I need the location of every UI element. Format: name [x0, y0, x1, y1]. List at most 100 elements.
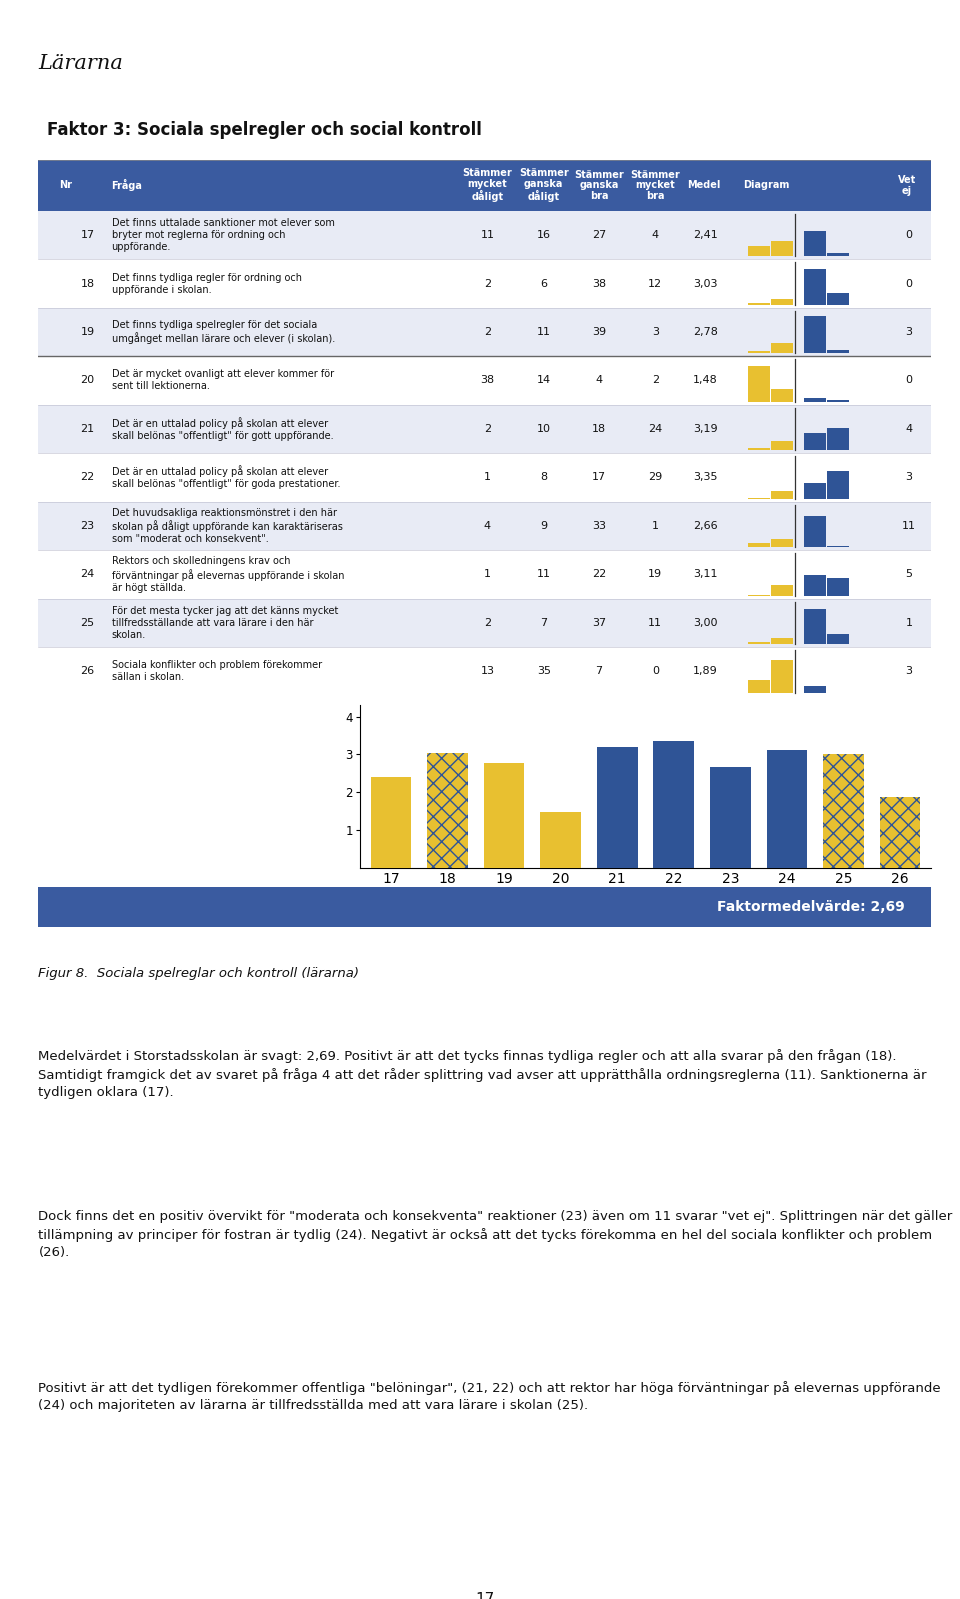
Bar — [710, 768, 751, 868]
Bar — [748, 544, 770, 547]
Text: Sociala konflikter och problem förekommer
sällan i skolan.: Sociala konflikter och problem förekomme… — [111, 660, 322, 683]
Bar — [748, 448, 770, 451]
Text: 2: 2 — [484, 278, 492, 288]
Text: Det är mycket ovanligt att elever kommer för
sent till lektionerna.: Det är mycket ovanligt att elever kommer… — [111, 369, 334, 392]
Text: Det huvudsakliga reaktionsmönstret i den här
skolan på dåligt uppförande kan kar: Det huvudsakliga reaktionsmönstret i den… — [111, 508, 343, 544]
Text: 2: 2 — [484, 326, 492, 337]
Text: 19: 19 — [81, 326, 95, 337]
Text: 11: 11 — [648, 617, 662, 628]
Text: 2: 2 — [484, 424, 492, 433]
Bar — [771, 659, 793, 692]
Text: 3,11: 3,11 — [693, 569, 717, 579]
Bar — [804, 230, 826, 256]
Text: Det är en uttalad policy på skolan att elever
skall belönas "offentligt" för got: Det är en uttalad policy på skolan att e… — [111, 417, 333, 441]
Bar — [748, 643, 770, 644]
Text: 3: 3 — [905, 472, 912, 483]
Text: Faktormedelvärde: 2,69: Faktormedelvärde: 2,69 — [717, 900, 904, 915]
Text: 4: 4 — [652, 230, 659, 240]
Bar — [827, 294, 849, 305]
Text: Det finns tydliga regler för ordning och
uppförande i skolan.: Det finns tydliga regler för ordning och… — [111, 272, 301, 294]
Bar — [748, 302, 770, 305]
Bar — [804, 686, 826, 692]
Text: 4: 4 — [905, 424, 912, 433]
Bar — [371, 777, 411, 868]
Text: 1: 1 — [484, 569, 491, 579]
Bar — [823, 755, 864, 868]
Bar — [827, 350, 849, 353]
Bar — [38, 405, 931, 453]
Text: Lärarna: Lärarna — [38, 54, 123, 74]
Text: 3,35: 3,35 — [693, 472, 717, 483]
Text: Det är en uttalad policy på skolan att elever
skall belönas "offentligt" för god: Det är en uttalad policy på skolan att e… — [111, 465, 340, 489]
Bar — [597, 747, 637, 868]
Bar — [804, 433, 826, 451]
Text: Dock finns det en positiv övervikt för "moderata och konsekventa" reaktioner (23: Dock finns det en positiv övervikt för "… — [38, 1210, 952, 1258]
Text: 16: 16 — [537, 230, 551, 240]
Text: 38: 38 — [480, 376, 494, 385]
Text: 14: 14 — [537, 376, 551, 385]
Bar — [38, 502, 931, 550]
Bar — [827, 472, 849, 499]
Bar — [771, 539, 793, 547]
Text: 11: 11 — [537, 326, 551, 337]
Bar — [804, 576, 826, 596]
Text: 3,19: 3,19 — [693, 424, 718, 433]
Text: 37: 37 — [592, 617, 606, 628]
Bar — [823, 755, 864, 868]
Text: 1,89: 1,89 — [693, 667, 718, 676]
Text: 11: 11 — [901, 521, 916, 531]
Text: 3,00: 3,00 — [693, 617, 717, 628]
Bar — [484, 763, 524, 868]
Bar — [748, 680, 770, 692]
Text: 1: 1 — [652, 521, 659, 531]
Text: 3: 3 — [652, 326, 659, 337]
Text: Vet
ej: Vet ej — [898, 174, 916, 195]
Text: Rektors och skolledningens krav och
förväntningar på elevernas uppförande i skol: Rektors och skolledningens krav och förv… — [111, 556, 344, 593]
Text: 0: 0 — [905, 376, 912, 385]
Text: 8: 8 — [540, 472, 547, 483]
Text: 26: 26 — [81, 667, 95, 676]
Bar — [748, 352, 770, 353]
Bar — [771, 241, 793, 256]
Bar — [38, 453, 931, 502]
Bar — [38, 357, 931, 405]
Text: 12: 12 — [648, 278, 662, 288]
Bar — [827, 427, 849, 451]
Text: 0: 0 — [905, 278, 912, 288]
Text: 11: 11 — [537, 569, 551, 579]
Bar — [827, 577, 849, 596]
Text: 7: 7 — [540, 617, 547, 628]
Bar — [804, 516, 826, 547]
Text: 13: 13 — [480, 667, 494, 676]
Text: 24: 24 — [648, 424, 662, 433]
Text: Figur 8.  Sociala spelreglar och kontroll (lärarna): Figur 8. Sociala spelreglar och kontroll… — [38, 967, 359, 980]
Text: Stämmer
mycket
bra: Stämmer mycket bra — [631, 169, 681, 201]
Text: 2,78: 2,78 — [693, 326, 718, 337]
Text: 4: 4 — [595, 376, 603, 385]
Text: 35: 35 — [537, 667, 551, 676]
Text: 3: 3 — [905, 326, 912, 337]
Bar — [771, 638, 793, 644]
Text: 1: 1 — [905, 617, 912, 628]
Text: Det finns uttalade sanktioner mot elever som
bryter mot reglerna för ordning och: Det finns uttalade sanktioner mot elever… — [111, 217, 334, 253]
Text: 7: 7 — [595, 667, 603, 676]
Bar — [427, 753, 468, 868]
Bar — [879, 796, 921, 868]
Text: Fråga: Fråga — [111, 179, 142, 192]
Text: 0: 0 — [652, 667, 659, 676]
Bar — [654, 742, 694, 868]
Bar — [540, 812, 581, 868]
Bar — [748, 246, 770, 256]
Text: Medelvärdet i Storstadsskolan är svagt: 2,69. Positivt är att det tycks finnas t: Medelvärdet i Storstadsskolan är svagt: … — [38, 1049, 927, 1099]
Bar — [804, 269, 826, 305]
Text: Faktor 3: Sociala spelregler och social kontroll: Faktor 3: Sociala spelregler och social … — [47, 122, 482, 139]
Bar — [771, 491, 793, 499]
Text: 5: 5 — [905, 569, 912, 579]
Bar — [804, 398, 826, 401]
Text: 22: 22 — [81, 472, 95, 483]
Bar — [38, 598, 931, 648]
Text: För det mesta tycker jag att det känns mycket
tillfredsställande att vara lärare: För det mesta tycker jag att det känns m… — [111, 606, 338, 640]
Bar — [38, 550, 931, 598]
Bar — [804, 609, 826, 644]
Text: 17: 17 — [592, 472, 606, 483]
